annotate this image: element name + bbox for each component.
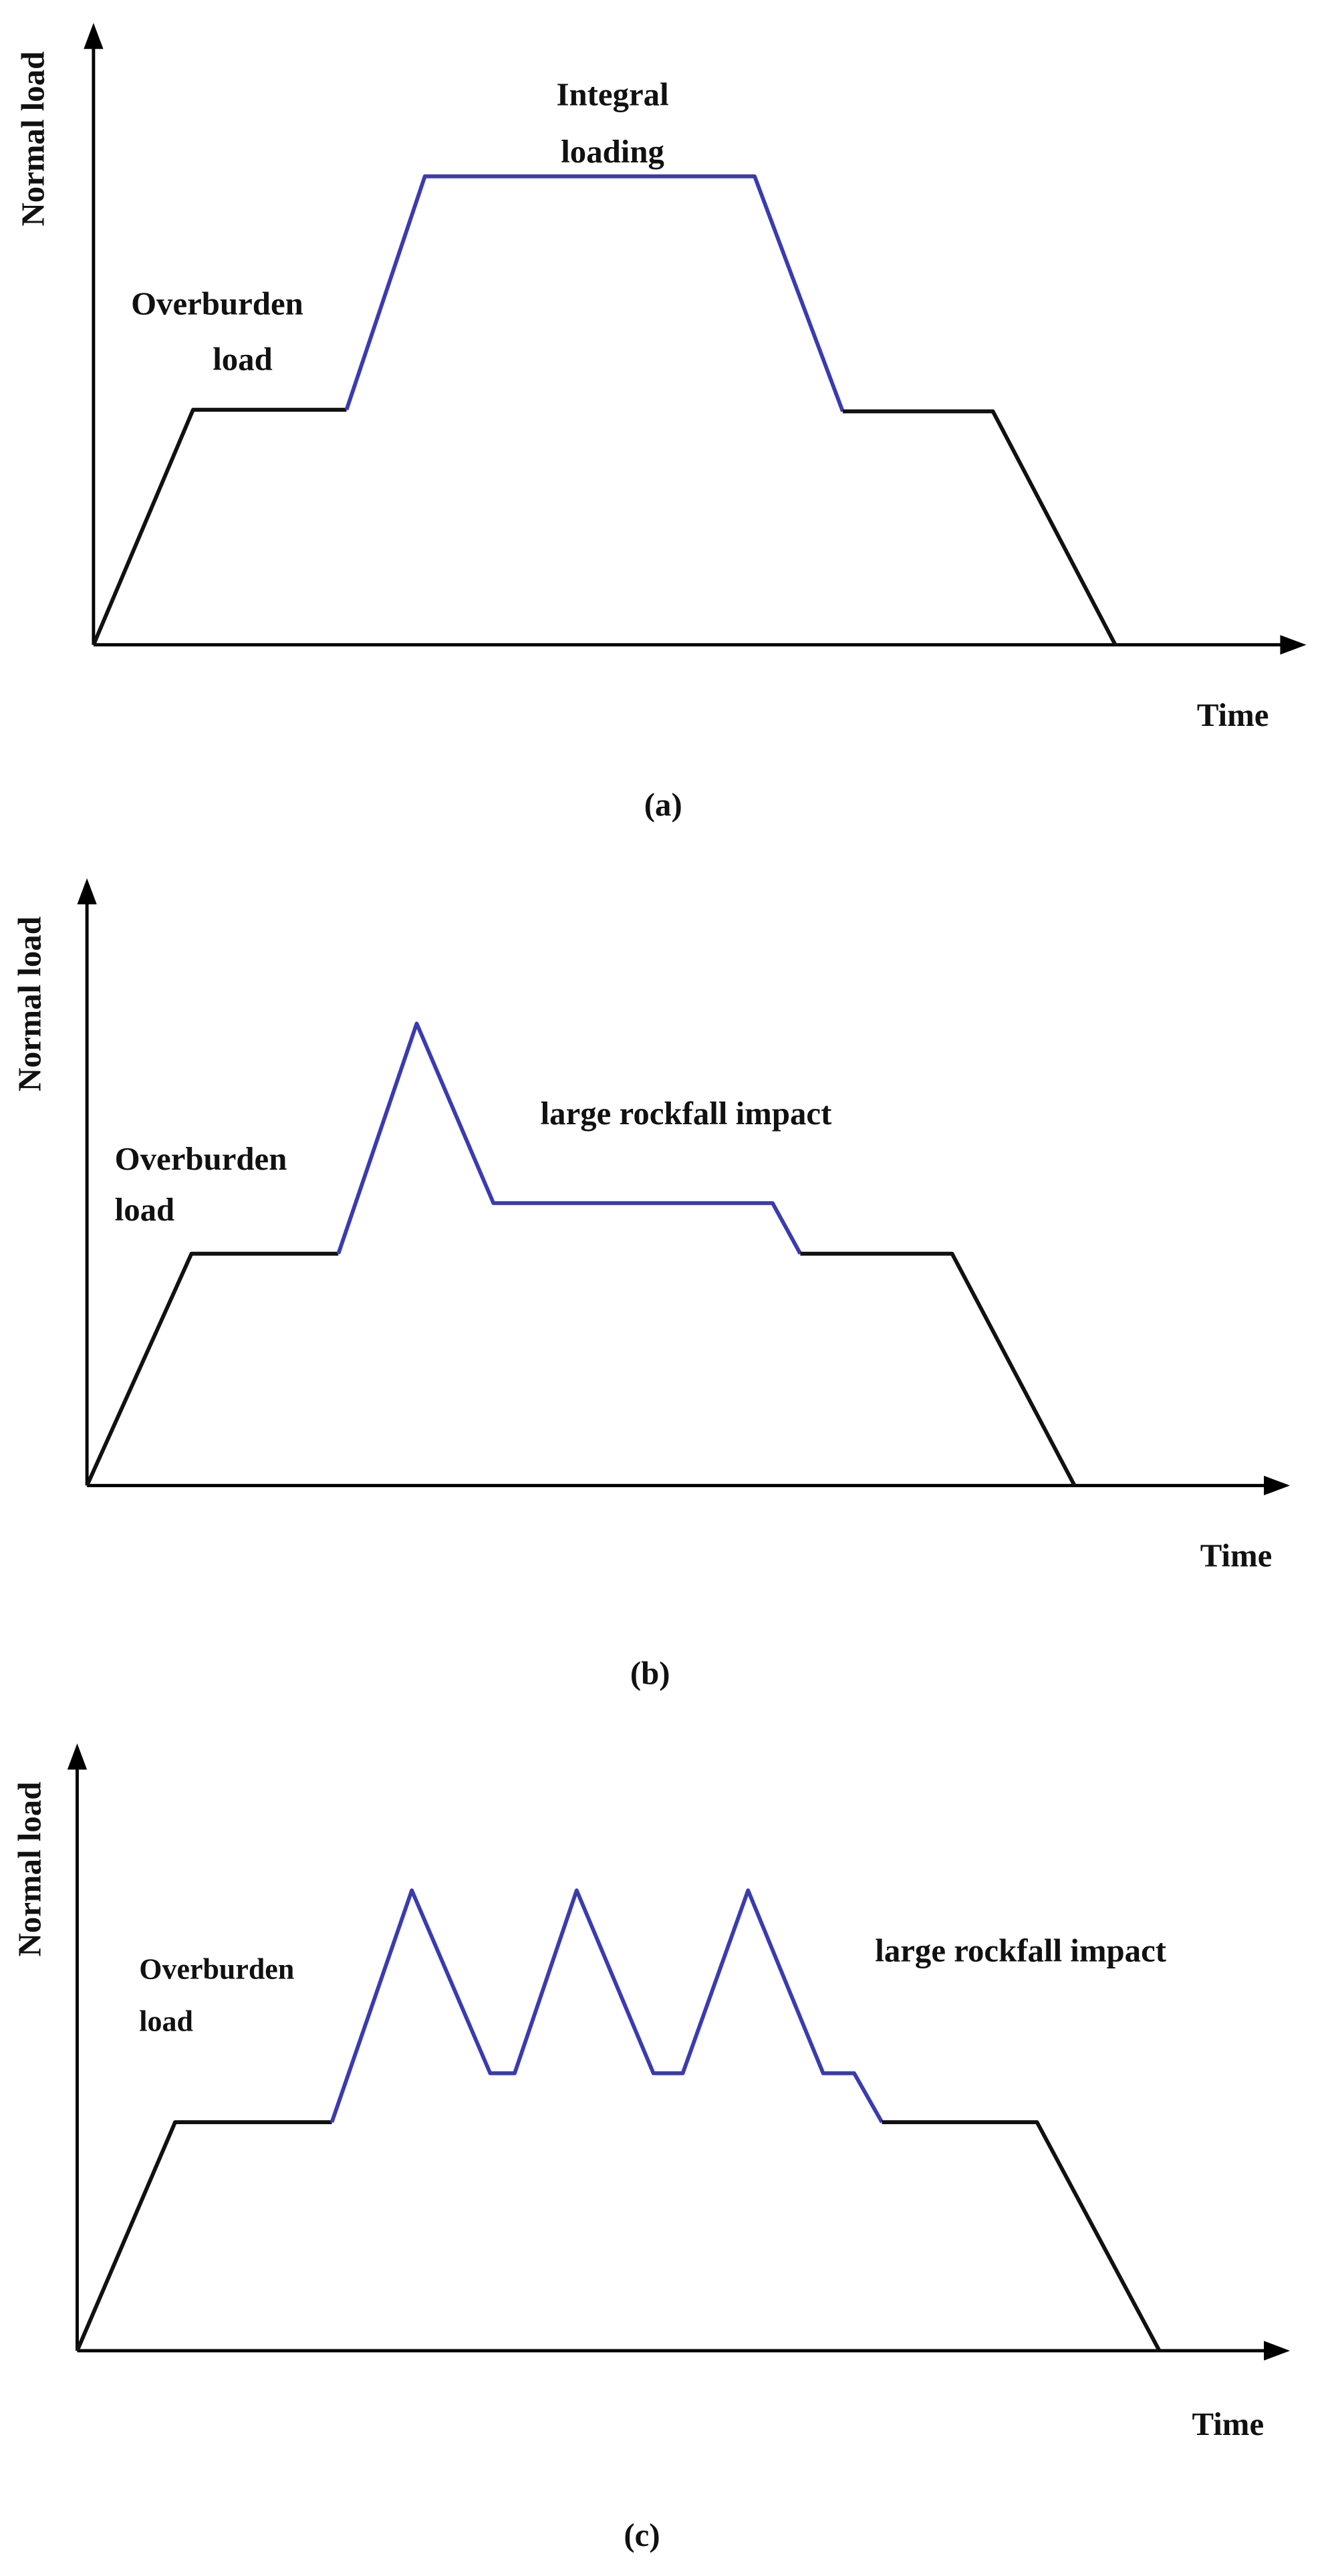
annotation: loading bbox=[561, 133, 664, 170]
curve bbox=[842, 409, 1117, 646]
curve-highlight bbox=[336, 1021, 803, 1255]
curve bbox=[800, 1251, 1077, 1487]
annotation: load bbox=[139, 2005, 193, 2038]
curve-highlight bbox=[329, 1888, 884, 2123]
x-label: Time bbox=[1200, 1537, 1273, 1574]
x-arrow bbox=[1264, 1475, 1291, 1496]
annotation: Overburden bbox=[115, 1140, 287, 1177]
annotation: large rockfall impact bbox=[541, 1095, 832, 1132]
annotation: load bbox=[213, 340, 273, 377]
caption: (a) bbox=[644, 786, 682, 823]
x-arrow bbox=[1280, 635, 1307, 655]
curve bbox=[92, 408, 347, 646]
annotation: large rockfall impact bbox=[875, 1932, 1166, 1969]
curve bbox=[85, 1251, 339, 1487]
panel-a: Normal load Time Integral loading Overbu… bbox=[15, 23, 1307, 823]
annotation: Overburden bbox=[131, 285, 303, 321]
caption: (c) bbox=[624, 2517, 660, 2553]
y-label: Normal load bbox=[11, 1782, 48, 1957]
y-arrow bbox=[84, 23, 104, 49]
y-arrow bbox=[77, 878, 97, 905]
y-arrow bbox=[67, 1743, 88, 1770]
panel-b: Normal load Time large rockfall impact O… bbox=[11, 878, 1291, 1691]
curve bbox=[75, 2120, 332, 2352]
panel-c: Normal load Time large rockfall impact O… bbox=[11, 1743, 1291, 2553]
y-label: Normal load bbox=[15, 51, 51, 227]
curve-highlight bbox=[344, 174, 845, 412]
y-label: Normal load bbox=[11, 916, 48, 1091]
curve bbox=[882, 2120, 1162, 2352]
annotation: Overburden bbox=[139, 1952, 294, 1985]
annotation: Integral bbox=[556, 76, 668, 113]
caption: (b) bbox=[630, 1654, 670, 1691]
x-label: Time bbox=[1192, 2406, 1265, 2442]
x-arrow bbox=[1264, 2341, 1291, 2361]
x-label: Time bbox=[1197, 696, 1269, 733]
annotation: load bbox=[115, 1191, 175, 1228]
